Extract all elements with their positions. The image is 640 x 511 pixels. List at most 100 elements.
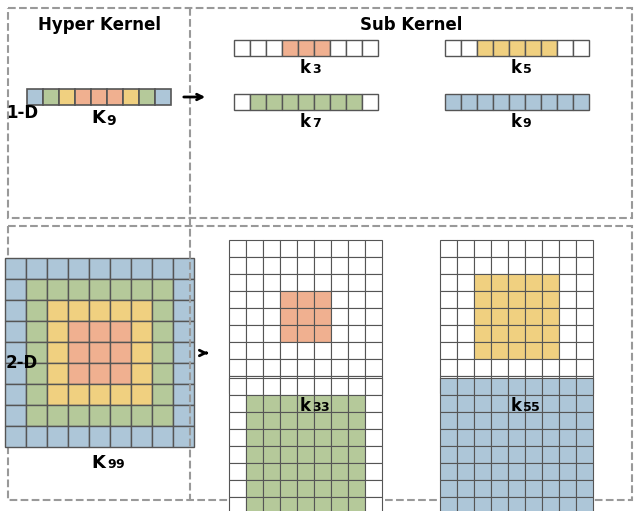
Bar	[440, 446, 457, 463]
Bar	[365, 480, 382, 497]
Bar	[229, 342, 246, 359]
Bar	[493, 94, 509, 110]
Bar	[474, 429, 491, 446]
Bar	[542, 412, 559, 429]
Bar	[297, 240, 314, 257]
Bar	[474, 274, 491, 291]
Bar	[280, 463, 297, 480]
Bar	[152, 300, 173, 321]
Bar	[474, 325, 491, 342]
Bar	[229, 429, 246, 446]
Bar	[508, 376, 525, 393]
Bar	[280, 308, 297, 325]
Bar	[67, 321, 88, 342]
Bar	[559, 274, 576, 291]
Bar	[525, 342, 542, 359]
Bar	[559, 376, 576, 393]
Bar	[229, 257, 246, 274]
Bar	[542, 446, 559, 463]
Bar	[508, 274, 525, 291]
Bar	[229, 412, 246, 429]
Text: $\mathbf{K}$: $\mathbf{K}$	[91, 109, 108, 127]
Bar	[4, 342, 26, 363]
Bar	[314, 94, 330, 110]
Bar	[47, 259, 67, 280]
Bar	[365, 257, 382, 274]
Bar	[263, 291, 280, 308]
Bar	[508, 378, 525, 395]
Bar	[525, 497, 542, 511]
Bar	[491, 308, 508, 325]
Bar	[457, 359, 474, 376]
Bar	[576, 325, 593, 342]
Bar	[348, 257, 365, 274]
Bar	[474, 257, 491, 274]
Bar	[525, 429, 542, 446]
Bar	[474, 240, 491, 257]
Bar	[557, 40, 573, 56]
Bar	[109, 300, 131, 321]
Bar	[365, 463, 382, 480]
Bar	[131, 280, 152, 300]
Bar	[331, 291, 348, 308]
Bar	[525, 463, 542, 480]
Bar	[559, 308, 576, 325]
Bar	[559, 291, 576, 308]
Bar	[331, 240, 348, 257]
Bar	[297, 480, 314, 497]
Bar	[109, 384, 131, 406]
Bar	[280, 378, 297, 395]
Bar	[173, 342, 193, 363]
Bar	[26, 280, 47, 300]
Bar	[508, 291, 525, 308]
Bar	[4, 384, 26, 406]
Bar	[559, 240, 576, 257]
Bar	[229, 378, 246, 395]
Bar	[474, 376, 491, 393]
Bar	[573, 40, 589, 56]
Bar	[331, 274, 348, 291]
Bar	[246, 378, 263, 395]
Text: $\mathbf{k}$: $\mathbf{k}$	[510, 59, 523, 77]
Bar	[348, 429, 365, 446]
Bar	[491, 497, 508, 511]
Bar	[173, 363, 193, 384]
Bar	[365, 376, 382, 393]
Bar	[365, 395, 382, 412]
Bar	[348, 480, 365, 497]
Bar	[88, 259, 109, 280]
Bar	[559, 359, 576, 376]
Bar	[331, 257, 348, 274]
Bar	[131, 384, 152, 406]
Bar	[362, 40, 378, 56]
Bar	[440, 342, 457, 359]
Bar	[246, 429, 263, 446]
Bar	[26, 427, 47, 448]
Bar	[576, 446, 593, 463]
Bar	[131, 406, 152, 427]
Bar	[457, 308, 474, 325]
Bar	[263, 308, 280, 325]
Bar	[246, 412, 263, 429]
Bar	[365, 342, 382, 359]
Bar	[525, 359, 542, 376]
Bar	[152, 280, 173, 300]
Bar	[559, 257, 576, 274]
Bar	[525, 308, 542, 325]
Bar	[280, 257, 297, 274]
Bar	[461, 40, 477, 56]
Bar	[280, 291, 297, 308]
Bar	[67, 342, 88, 363]
Bar	[109, 259, 131, 280]
Bar	[440, 395, 457, 412]
Bar	[246, 257, 263, 274]
Bar	[348, 291, 365, 308]
Bar	[246, 291, 263, 308]
Bar	[457, 291, 474, 308]
Bar	[491, 480, 508, 497]
Bar	[457, 274, 474, 291]
Bar	[331, 308, 348, 325]
Bar	[173, 406, 193, 427]
Bar	[346, 40, 362, 56]
Bar	[246, 274, 263, 291]
